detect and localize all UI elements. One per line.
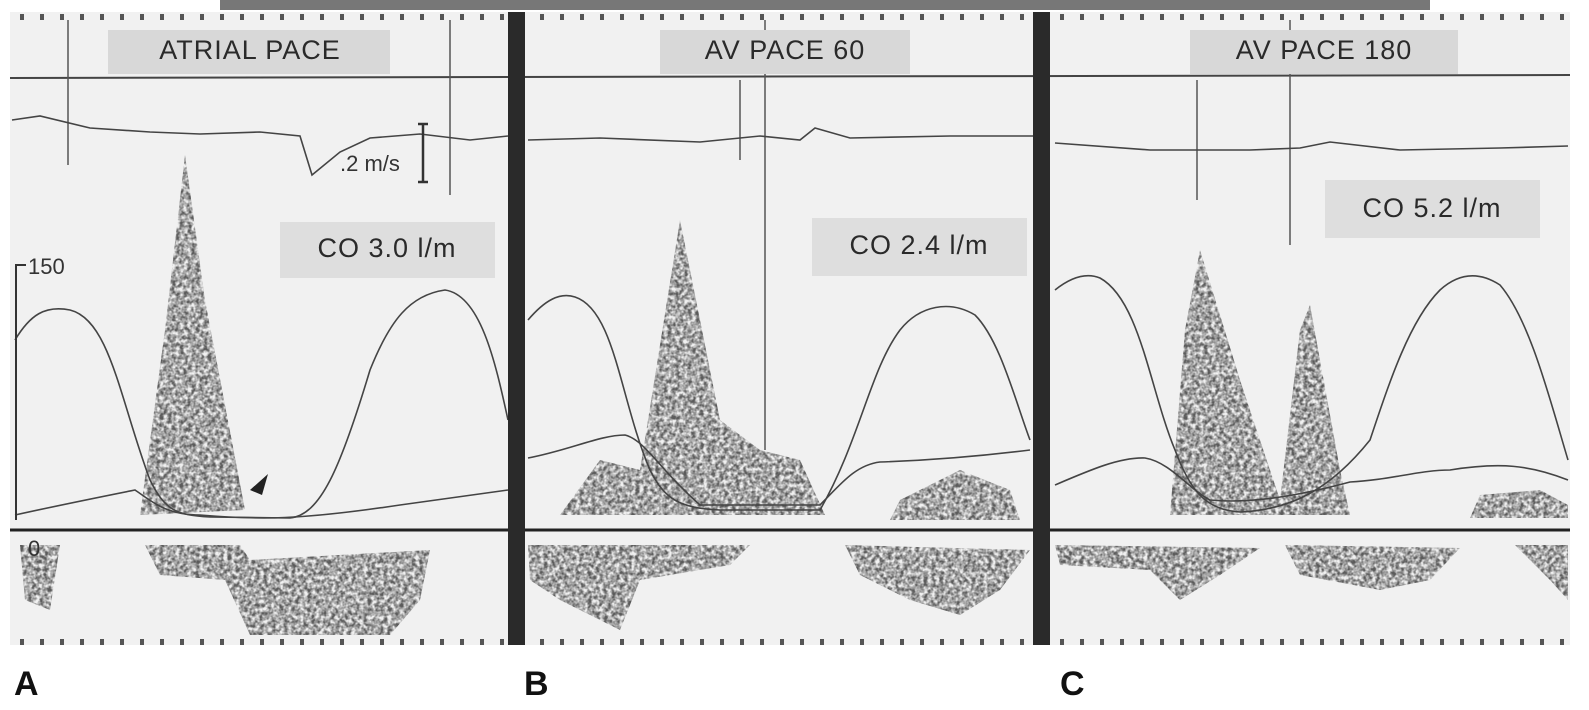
pressure-min: 0 — [28, 536, 40, 561]
title-box — [1190, 30, 1458, 74]
cardiac-output: CO 2.4 l/m — [849, 230, 988, 260]
doppler-signal — [20, 155, 1568, 635]
cardiac-output: CO 5.2 l/m — [1362, 193, 1501, 223]
bottom-ticks — [10, 639, 1570, 645]
cardiac-output: CO 3.0 l/m — [317, 233, 456, 263]
pressure-axis — [15, 264, 26, 520]
top-line — [9, 74, 1571, 79]
title-box — [108, 30, 390, 74]
panel-title: AV PACE 60 — [705, 35, 866, 65]
arrowhead — [250, 474, 268, 495]
top-bar — [220, 0, 1430, 10]
panel-letter: A — [14, 665, 39, 703]
scale-bar — [418, 122, 428, 184]
panel-letter: C — [1060, 665, 1085, 703]
output-box — [280, 222, 495, 278]
output-box — [1325, 180, 1540, 238]
panel-letter: B — [524, 665, 549, 703]
panel-title: ATRIAL PACE — [159, 35, 341, 65]
top-ticks — [10, 14, 1570, 20]
title-box — [660, 30, 910, 74]
ecg-trace — [11, 115, 1569, 177]
panel-divider — [1033, 12, 1050, 645]
velocity-scale: .2 m/s — [340, 151, 400, 176]
pressure-curves — [14, 274, 1569, 519]
panel-divider — [508, 12, 525, 645]
pressure-max: 150 — [28, 254, 65, 279]
panel-title: AV PACE 180 — [1236, 35, 1413, 65]
output-box — [812, 218, 1027, 276]
